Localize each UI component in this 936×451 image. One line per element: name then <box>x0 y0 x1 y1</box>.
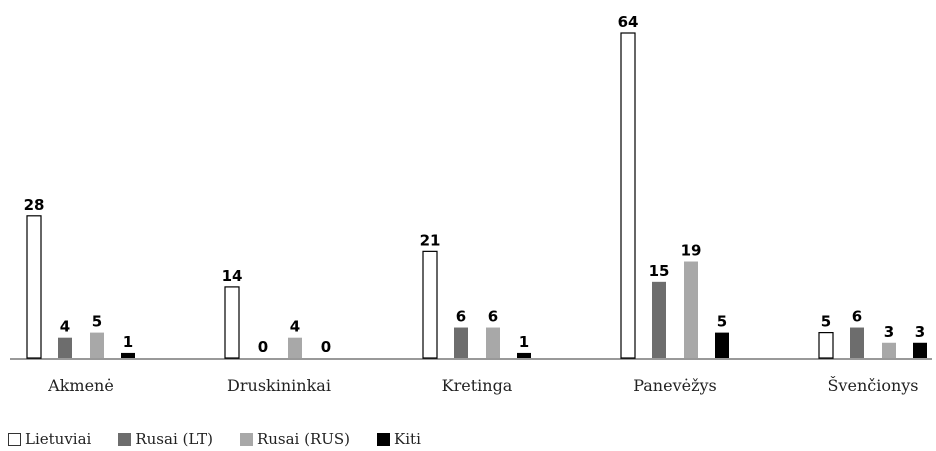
legend-label-lietuviai: Lietuviai <box>25 430 92 448</box>
value-label-svencionys-rusai-rus: 3 <box>884 323 894 341</box>
bar-panevezys-rusai-rus <box>684 261 698 358</box>
legend-item-rusai-rus: Rusai (RUS) <box>239 430 351 448</box>
legend-item-kiti: Kiti <box>377 430 421 448</box>
legend-label-rusai-rus: Rusai (RUS) <box>256 430 351 448</box>
bar-akmene-rusai-rus <box>90 332 104 358</box>
bars-group <box>26 32 927 359</box>
bar-svencionys-rusai-rus <box>882 342 896 358</box>
bar-svencionys-rusai-lt <box>850 327 864 358</box>
bar-panevezys-kiti <box>715 332 729 358</box>
bar-kretinga-rusai-lt <box>454 327 468 358</box>
value-label-druskininkai-kiti: 0 <box>321 338 331 356</box>
value-label-svencionys-rusai-lt: 6 <box>852 308 862 326</box>
value-label-panevezys-lietuviai: 64 <box>618 13 639 31</box>
value-label-druskininkai-lietuviai: 14 <box>222 267 243 285</box>
category-label-panevezys: Panevėžys <box>633 376 717 395</box>
value-label-panevezys-rusai-lt: 15 <box>649 262 670 280</box>
value-label-druskininkai-rusai-rus: 4 <box>290 318 300 336</box>
bar-panevezys-lietuviai <box>620 32 636 359</box>
value-label-akmene-kiti: 1 <box>123 333 133 351</box>
bar-chart: 28 4 5 1 14 0 4 0 21 6 6 1 64 15 19 5 5 6 3 3 Akmenė Druskin… <box>10 13 932 395</box>
legend-swatch-rusai-lt <box>118 432 132 446</box>
legend-label-rusai-lt: Rusai (LT) <box>135 430 213 448</box>
legend-swatch-lietuviai <box>8 432 21 446</box>
value-label-kretinga-kiti: 1 <box>519 333 529 351</box>
bar-druskininkai-lietuviai <box>224 286 240 359</box>
bar-kretinga-rusai-rus <box>486 327 500 358</box>
legend-swatch-kiti <box>377 432 391 446</box>
category-label-akmene: Akmenė <box>47 376 114 395</box>
bar-svencionys-lietuviai <box>818 332 834 359</box>
value-label-panevezys-rusai-rus: 19 <box>681 242 702 260</box>
bar-akmene-lietuviai <box>26 215 42 359</box>
category-label-svencionys: Švenčionys <box>827 375 918 395</box>
value-label-panevezys-kiti: 5 <box>717 313 727 331</box>
value-label-kretinga-rusai-lt: 6 <box>456 308 466 326</box>
bar-druskininkai-rusai-rus <box>288 337 302 358</box>
legend-label-kiti: Kiti <box>394 430 421 448</box>
value-label-akmene-rusai-lt: 4 <box>60 318 70 336</box>
legend-swatch-rusai-rus <box>239 432 253 446</box>
bar-svencionys-kiti <box>913 342 927 358</box>
value-label-akmene-lietuviai: 28 <box>24 196 45 214</box>
bar-akmene-kiti <box>121 352 135 358</box>
value-label-akmene-rusai-rus: 5 <box>92 313 102 331</box>
bar-akmene-rusai-lt <box>58 337 72 358</box>
bar-kretinga-kiti <box>517 352 531 358</box>
value-label-svencionys-lietuviai: 5 <box>821 313 831 331</box>
value-label-druskininkai-rusai-lt: 0 <box>258 338 268 356</box>
value-label-svencionys-kiti: 3 <box>915 323 925 341</box>
value-label-kretinga-rusai-rus: 6 <box>488 308 498 326</box>
bar-panevezys-rusai-lt <box>652 281 666 358</box>
bar-kretinga-lietuviai <box>422 250 438 359</box>
value-labels-group: 28 4 5 1 14 0 4 0 21 6 6 1 64 15 19 5 5 6 3 3 <box>24 13 926 356</box>
category-label-druskininkai: Druskininkai <box>227 376 331 395</box>
legend-item-lietuviai: Lietuviai <box>8 430 91 448</box>
legend: Lietuviai Rusai (LT) Rusai (RUS) Kiti <box>8 427 448 451</box>
category-labels-group: Akmenė Druskininkai Kretinga Panevėžys Švenč… <box>47 375 918 395</box>
value-label-kretinga-lietuviai: 21 <box>420 231 441 249</box>
legend-item-rusai-lt: Rusai (LT) <box>118 430 213 448</box>
category-label-kretinga: Kretinga <box>442 376 513 395</box>
